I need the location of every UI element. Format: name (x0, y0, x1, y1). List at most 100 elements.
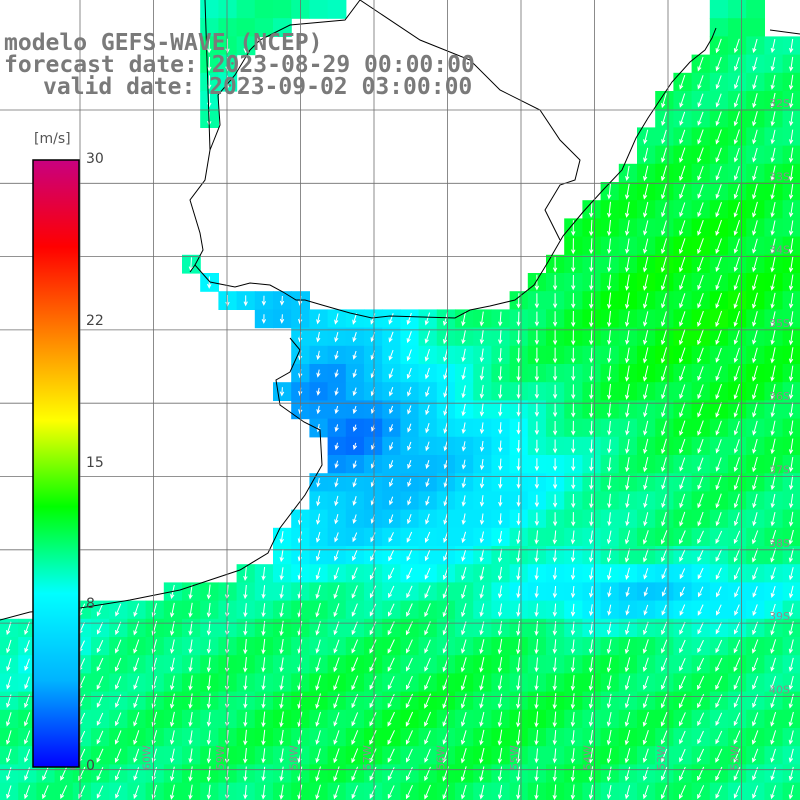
wind-arrow (643, 256, 649, 273)
wind-arrow (661, 329, 667, 346)
wind-arrow (387, 730, 395, 745)
wind-arrow (770, 38, 776, 54)
wind-arrow (425, 367, 430, 380)
wind-arrow (460, 730, 467, 745)
wind-arrow (369, 603, 377, 617)
wind-arrow (443, 404, 448, 416)
wind-arrow (170, 675, 175, 691)
wind-arrow (351, 639, 359, 654)
wind-arrow (643, 548, 649, 563)
wind-arrow (334, 442, 339, 451)
wind-arrow (679, 93, 686, 108)
wind-arrow (733, 712, 741, 727)
wind-arrow (243, 638, 248, 655)
wind-arrow (661, 511, 667, 527)
wind-arrow (334, 513, 339, 525)
wind-arrow (552, 567, 558, 581)
wind-arrow (516, 311, 521, 327)
coastline-segment (359, 0, 581, 241)
wind-arrow (788, 603, 794, 618)
wind-arrow (315, 567, 321, 581)
wind-cell (254, 18, 274, 37)
wind-arrow (333, 621, 340, 636)
wind-arrow (789, 493, 794, 509)
wind-cell (746, 0, 765, 19)
wind-arrow (351, 621, 358, 636)
wind-arrow (425, 422, 430, 434)
wind-arrow (789, 129, 794, 145)
wind-arrow (789, 56, 794, 72)
wind-arrow (606, 530, 612, 545)
wind-arrow (352, 478, 357, 488)
wind-arrow (206, 730, 212, 746)
wind-arrow (479, 366, 485, 381)
wind-arrow (697, 439, 704, 454)
wind-arrow (624, 657, 631, 673)
wind-arrow (60, 785, 68, 800)
wind-arrow (715, 622, 722, 635)
wind-arrow (206, 712, 212, 727)
wind-arrow (243, 675, 248, 691)
wind-arrow (261, 675, 266, 691)
wind-arrow (752, 329, 758, 345)
wind-arrow (388, 567, 395, 580)
wind-arrow (770, 292, 776, 309)
wind-arrow (333, 603, 340, 618)
wind-arrow (261, 566, 266, 581)
wind-arrow (315, 657, 321, 673)
wind-arrow (461, 531, 467, 544)
wind-arrow (752, 220, 758, 236)
wind-arrow (607, 256, 612, 273)
wind-arrow (516, 421, 521, 435)
wind-arrow (24, 676, 30, 690)
wind-arrow (589, 457, 594, 472)
wind-arrow (316, 350, 321, 361)
wind-arrow (498, 348, 503, 363)
wind-arrow (96, 675, 104, 690)
wind-arrow (516, 439, 521, 453)
wind-arrow (625, 604, 630, 616)
wind-arrow (388, 514, 394, 524)
wind-arrow (715, 475, 722, 491)
wind-arrow (424, 603, 431, 618)
wind-arrow (315, 549, 321, 562)
wind-arrow (261, 784, 266, 800)
wind-arrow (643, 766, 649, 781)
lon-label: 52W (729, 745, 742, 770)
wind-arrow (752, 383, 758, 400)
wind-arrow (733, 201, 740, 218)
wind-arrow (516, 365, 521, 382)
wind-arrow (752, 567, 758, 581)
wind-arrow (479, 747, 485, 764)
wind-arrow (679, 586, 685, 598)
wind-arrow (716, 586, 722, 598)
wind-arrow (770, 220, 776, 236)
wind-arrow (789, 111, 794, 127)
wind-arrow (661, 402, 667, 418)
wind-arrow (369, 712, 377, 727)
wind-arrow (589, 475, 594, 491)
wind-arrow (352, 405, 357, 415)
wind-arrow (406, 585, 413, 599)
wind-arrow (351, 748, 359, 764)
wind-arrow (498, 330, 503, 345)
wind-arrow (497, 603, 503, 617)
wind-arrow (733, 329, 740, 345)
wind-arrow (715, 202, 722, 218)
wind-arrow (352, 313, 357, 325)
wind-arrow (661, 202, 667, 218)
wind-arrow (333, 730, 340, 745)
wind-arrow (588, 748, 594, 764)
wind-arrow (115, 621, 122, 636)
wind-arrow (770, 420, 776, 436)
wind-arrow (679, 220, 686, 236)
wind-arrow (788, 256, 794, 273)
wind-arrow (6, 730, 12, 745)
wind-arrow (661, 639, 668, 654)
wind-arrow (715, 402, 722, 418)
wind-arrow (225, 295, 230, 307)
wind-arrow (643, 604, 649, 616)
wind-arrow (261, 729, 266, 746)
wind-arrow (607, 475, 612, 491)
wind-arrow (333, 712, 340, 727)
